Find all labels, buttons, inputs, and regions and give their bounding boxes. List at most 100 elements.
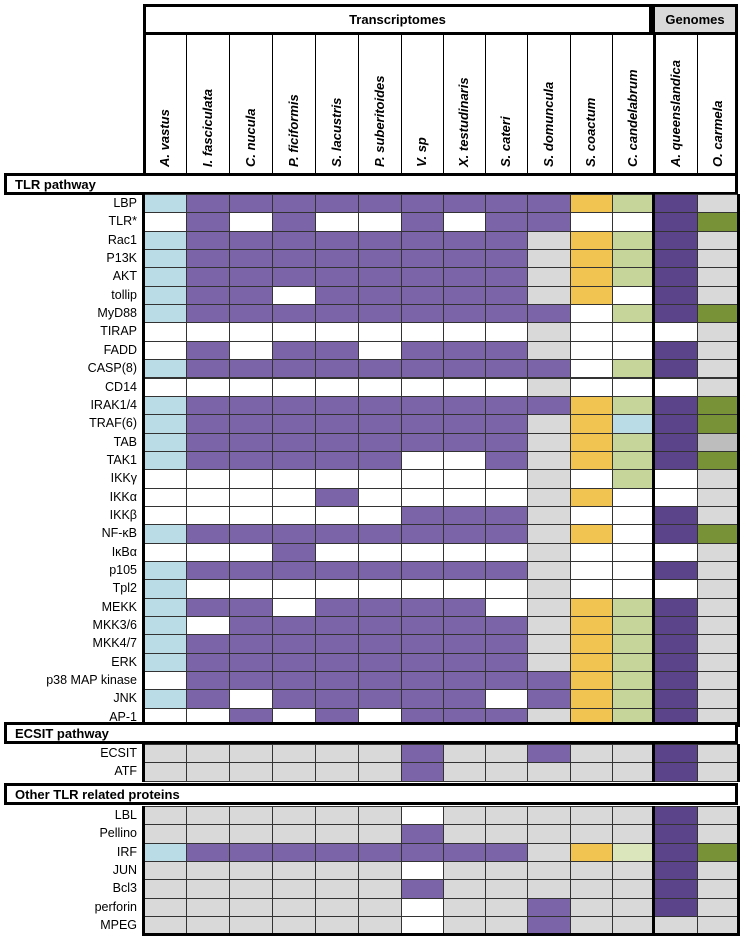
matrix-cell — [654, 879, 698, 899]
matrix-cell — [570, 652, 613, 673]
matrix-cell — [186, 652, 230, 673]
species-name: P. ficiformis — [285, 94, 301, 167]
matrix-cell — [143, 542, 187, 562]
matrix-cell — [697, 377, 740, 397]
matrix-cell — [443, 762, 486, 782]
matrix-cell — [143, 616, 187, 636]
matrix-cell — [570, 762, 613, 782]
matrix-cell — [143, 505, 187, 526]
matrix-cell — [697, 861, 740, 881]
matrix-cell — [315, 689, 359, 709]
matrix-cell — [443, 879, 486, 899]
matrix-cell — [229, 597, 273, 618]
species-name: C. nucula — [242, 108, 258, 167]
matrix-cell — [697, 450, 740, 471]
row-label: TLR* — [108, 214, 137, 229]
matrix-cell — [229, 487, 273, 507]
matrix-cell — [358, 285, 402, 306]
matrix-cell — [654, 359, 698, 379]
matrix-cell — [143, 744, 187, 764]
matrix-cell — [485, 561, 528, 581]
matrix-cell — [612, 249, 655, 269]
matrix-cell — [527, 230, 571, 251]
section-border — [141, 806, 145, 936]
matrix-cell — [485, 340, 528, 361]
transcriptomes-header: Transcriptomes — [143, 4, 652, 35]
matrix-cell — [654, 634, 698, 654]
matrix-cell — [358, 616, 402, 636]
matrix-cell — [612, 230, 655, 251]
row-label: P13K — [106, 251, 137, 266]
matrix-cell — [229, 304, 273, 324]
matrix-cell — [570, 377, 613, 397]
row-label: Rac1 — [107, 232, 137, 247]
matrix-cell — [272, 469, 316, 489]
section-border — [651, 806, 655, 936]
matrix-cell — [443, 249, 486, 269]
matrix-cell — [527, 671, 571, 691]
matrix-cell — [229, 267, 273, 287]
matrix-cell — [186, 634, 230, 654]
section-border — [141, 744, 145, 782]
matrix-cell — [485, 744, 528, 764]
matrix-cell — [229, 395, 273, 416]
matrix-cell — [358, 861, 402, 881]
matrix-cell — [315, 359, 359, 379]
matrix-cell — [612, 267, 655, 287]
matrix-cell — [697, 487, 740, 507]
matrix-cell — [527, 597, 571, 618]
matrix-cell — [143, 579, 187, 599]
matrix-cell — [527, 842, 571, 863]
matrix-cell — [697, 414, 740, 434]
matrix-cell — [697, 879, 740, 899]
matrix-cell — [612, 212, 655, 232]
matrix-cell — [485, 450, 528, 471]
matrix-cell — [401, 432, 444, 452]
matrix-cell — [143, 340, 187, 361]
matrix-cell — [358, 652, 402, 673]
matrix-cell — [612, 579, 655, 599]
matrix-cell — [401, 359, 444, 379]
matrix-cell — [401, 322, 444, 342]
matrix-cell — [697, 230, 740, 251]
matrix-cell — [229, 230, 273, 251]
matrix-cell — [272, 861, 316, 881]
matrix-cell — [186, 359, 230, 379]
matrix-cell — [485, 579, 528, 599]
matrix-cell — [229, 469, 273, 489]
matrix-cell — [697, 469, 740, 489]
matrix-cell — [654, 432, 698, 452]
matrix-cell — [401, 377, 444, 397]
matrix-cell — [697, 524, 740, 544]
matrix-cell — [272, 634, 316, 654]
matrix-cell — [315, 322, 359, 342]
species-name: S. cateri — [498, 116, 513, 167]
matrix-cell — [612, 505, 655, 526]
matrix-cell — [315, 824, 359, 844]
matrix-cell — [612, 897, 655, 918]
matrix-cell — [229, 249, 273, 269]
matrix-cell — [143, 842, 187, 863]
matrix-cell — [186, 194, 230, 214]
matrix-cell — [527, 212, 571, 232]
matrix-cell — [272, 824, 316, 844]
matrix-cell — [229, 359, 273, 379]
matrix-cell — [229, 879, 273, 899]
matrix-cell — [612, 395, 655, 416]
matrix-cell — [570, 505, 613, 526]
matrix-cell — [570, 304, 613, 324]
matrix-cell — [697, 842, 740, 863]
row-label: MKK4/7 — [92, 636, 137, 651]
matrix-cell — [358, 806, 402, 826]
matrix-cell — [654, 285, 698, 306]
matrix-cell — [186, 762, 230, 782]
matrix-cell — [143, 230, 187, 251]
row-label: MKK3/6 — [92, 618, 137, 633]
matrix-cell — [654, 579, 698, 599]
matrix-cell — [229, 652, 273, 673]
matrix-cell — [229, 744, 273, 764]
matrix-cell — [186, 377, 230, 397]
matrix-cell — [186, 879, 230, 899]
matrix-cell — [401, 505, 444, 526]
matrix-cell — [229, 322, 273, 342]
